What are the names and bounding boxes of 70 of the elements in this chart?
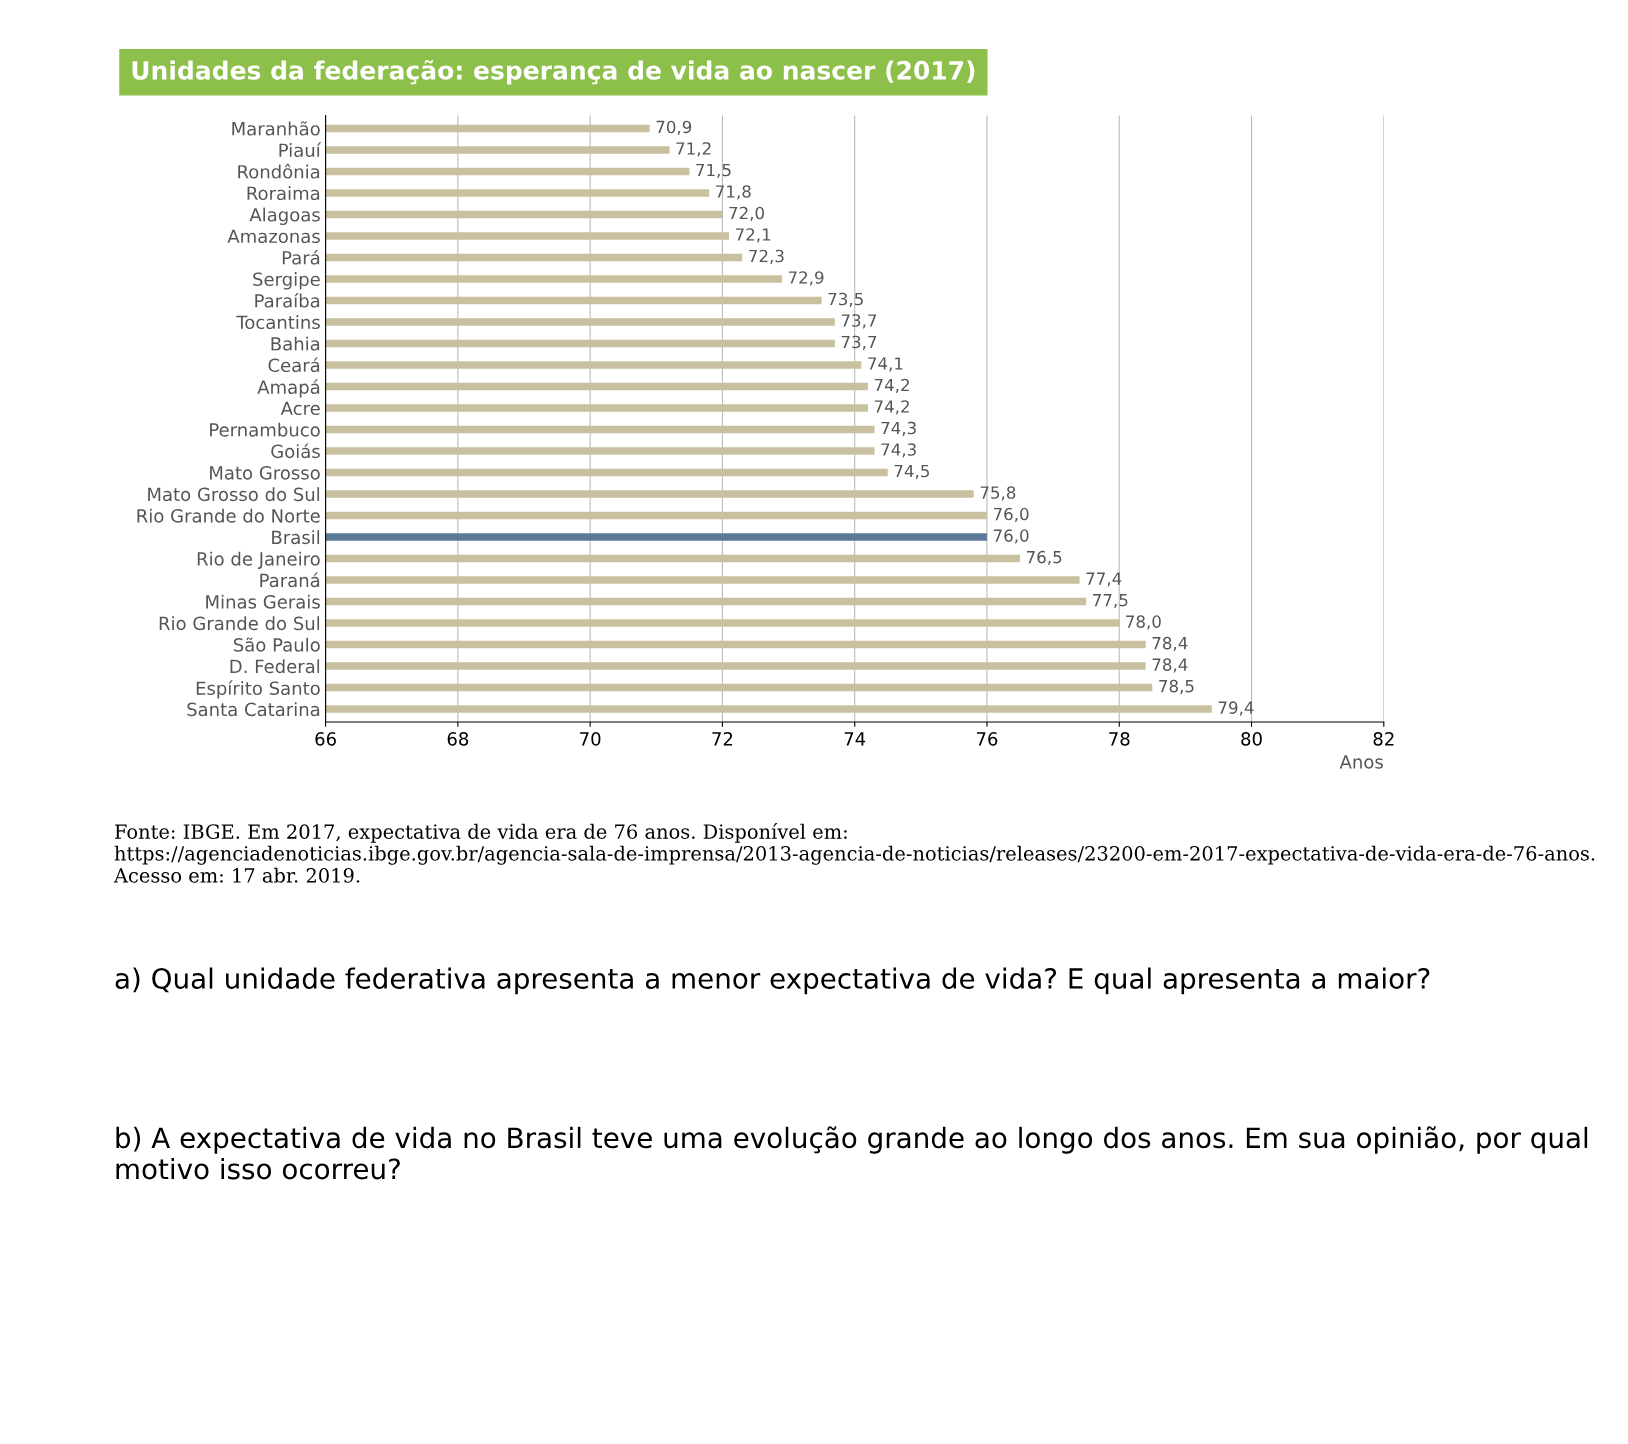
- data-label: 73,5: [828, 292, 863, 308]
- data-label: 71,5: [696, 163, 731, 178]
- x-tick-label: 76: [976, 732, 998, 746]
- y-tick-label: Bahia: [271, 336, 320, 351]
- y-tick-label: Pará: [282, 249, 320, 265]
- y-tick-label: Alagoas: [249, 207, 320, 226]
- data-label: 78,5: [1159, 679, 1194, 695]
- data-label: 76,0: [993, 507, 1029, 523]
- y-tick-label: São Paulo: [233, 637, 320, 652]
- data-label: 74,1: [868, 357, 903, 372]
- data-label: 72,3: [749, 249, 784, 264]
- data-label: 77,4: [1086, 572, 1122, 587]
- data-label: 78,4: [1152, 658, 1188, 673]
- y-tick-label: Mato Grosso do Sul: [148, 487, 320, 502]
- y-tick-label: Rio Grande do Norte: [137, 508, 320, 523]
- chart-title: Unidades da federação: esperança de vida ao nascer (2017): [132, 59, 975, 85]
- x-tick-label: 72: [712, 732, 733, 746]
- x-tick-label: 66: [315, 732, 336, 746]
- y-tick-label: Rondônia: [238, 163, 320, 179]
- data-label: 79,4: [1218, 701, 1254, 716]
- data-label: 74,3: [881, 443, 916, 458]
- data-label: 72,0: [729, 206, 764, 221]
- y-tick-label: Tocantins: [236, 315, 320, 330]
- y-tick-label: Santa Catarina: [187, 702, 320, 717]
- y-tick-label: Mato Grosso: [210, 465, 320, 480]
- data-label: 74,5: [894, 464, 929, 480]
- y-tick-label: Rio Grande do Sul: [159, 616, 320, 631]
- text: b) A expectativa de vida no Brasil teve uma evolução grande ao longo dos anos. Em sua opinião, por qual motivo isso ocorreu?: [116, 1126, 1588, 1180]
- data-label: 73,7: [841, 314, 877, 329]
- data-label: 78,0: [1126, 615, 1161, 630]
- y-tick-label: Paraná: [260, 572, 320, 588]
- data-label: 76,5: [1026, 550, 1062, 566]
- data-label: 73,7: [841, 335, 877, 351]
- y-tick-label: Roraima: [247, 186, 320, 201]
- source-note: Fonte: IBGE. Em 2017, expectativa de vida era de 76 anos. Disponível em: https://agenciadenoticias.ibge.gov.br/agencia-sala-de-imprensa/2013-agencia-de-noticias/releases/23200-em-2017-expectativa-de-vida-era-de-76-anos. Acesso em: 17 abr. 2019.: [113, 823, 1595, 883]
- x-tick-label: 80: [1241, 732, 1262, 746]
- data-label: 75,8: [980, 486, 1016, 501]
- data-label: 72,1: [735, 228, 771, 243]
- data-label: 76,0: [993, 529, 1029, 544]
- data-label: 74,2: [874, 400, 909, 415]
- data-label: 77,5: [1093, 594, 1128, 609]
- text: a) Qual unidade federativa apresenta a menor expectativa de vida? E qual apresenta a maior?: [115, 967, 1430, 995]
- y-tick-label: Rio de Janeiro: [197, 551, 320, 570]
- y-tick-label: Pernambuco: [210, 422, 320, 437]
- x-tick-label: 82: [1373, 732, 1394, 746]
- y-tick-label: Amazonas: [227, 229, 320, 244]
- y-tick-label: Brasil: [272, 530, 320, 545]
- data-label: 71,8: [716, 185, 751, 200]
- data-label: 74,2: [874, 378, 909, 394]
- data-label: 71,2: [676, 142, 711, 157]
- y-tick-label: Acre: [280, 401, 320, 416]
- y-tick-label: D. Federal: [230, 659, 320, 674]
- x-tick-label: 78: [1109, 732, 1130, 746]
- x-tick-label: 68: [447, 732, 469, 746]
- x-tick-label: 70: [580, 732, 601, 746]
- data-label: 72,9: [788, 271, 824, 286]
- y-tick-label: Paraíba: [255, 292, 320, 308]
- y-tick-label: Espírito Santo: [196, 680, 320, 699]
- y-tick-label: Minas Gerais: [206, 594, 320, 609]
- x-tick-label: 74: [844, 732, 866, 746]
- y-tick-label: Piauí: [279, 142, 322, 158]
- data-label: 70,9: [656, 120, 692, 135]
- y-tick-label: Sergipe: [253, 272, 320, 290]
- y-tick-label: Ceará: [268, 357, 320, 373]
- data-label: 74,3: [881, 421, 916, 437]
- y-tick-label: Maranhão: [232, 121, 320, 136]
- data-label: 78,4: [1152, 636, 1188, 652]
- y-tick-label: Amapá: [257, 379, 320, 398]
- x-axis-title: Anos: [1339, 755, 1383, 769]
- y-tick-label: Goiás: [271, 443, 320, 459]
